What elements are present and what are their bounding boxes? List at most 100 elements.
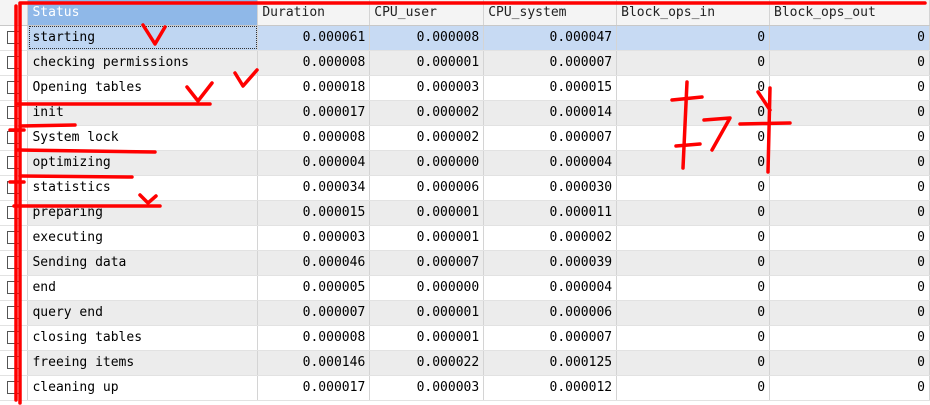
row-checkbox[interactable] xyxy=(7,106,21,119)
status-cell[interactable]: closing tables xyxy=(27,325,259,351)
block-ops-out-cell[interactable]: 0 xyxy=(769,50,930,76)
duration-cell[interactable]: 0.000015 xyxy=(257,200,371,226)
block-ops-in-cell[interactable]: 0 xyxy=(616,100,771,126)
status-cell[interactable]: cleaning up xyxy=(27,375,259,401)
status-cell[interactable]: executing xyxy=(27,225,259,251)
row-checkbox-cell[interactable] xyxy=(0,200,29,226)
cpu-user-cell[interactable]: 0.000022 xyxy=(369,350,485,376)
block-ops-in-cell[interactable]: 0 xyxy=(616,50,771,76)
status-cell[interactable]: init xyxy=(27,100,259,126)
duration-cell[interactable]: 0.000034 xyxy=(257,175,371,201)
cpu-user-cell[interactable]: 0.000001 xyxy=(369,200,485,226)
table-row[interactable]: freeing items 0.000146 0.000022 0.000125 0 0 xyxy=(0,350,930,376)
cpu-user-cell[interactable]: 0.000006 xyxy=(369,175,485,201)
duration-cell[interactable]: 0.000146 xyxy=(257,350,371,376)
status-cell[interactable]: end xyxy=(27,275,259,301)
cpu-system-cell[interactable]: 0.000011 xyxy=(483,200,618,226)
status-cell[interactable]: checking permissions xyxy=(27,50,259,76)
status-cell[interactable]: statistics xyxy=(27,175,259,201)
block-ops-out-cell[interactable]: 0 xyxy=(769,375,930,401)
status-cell[interactable]: starting xyxy=(27,25,259,51)
column-header-status[interactable]: Status xyxy=(27,0,259,26)
row-checkbox[interactable] xyxy=(7,281,21,294)
row-checkbox-cell[interactable] xyxy=(0,25,29,51)
row-checkbox[interactable] xyxy=(7,306,21,319)
block-ops-in-cell[interactable]: 0 xyxy=(616,250,771,276)
row-checkbox-cell[interactable] xyxy=(0,300,29,326)
cpu-system-cell[interactable]: 0.000030 xyxy=(483,175,618,201)
column-header-block-ops-in[interactable]: Block_ops_in xyxy=(616,0,771,26)
duration-cell[interactable]: 0.000008 xyxy=(257,50,371,76)
cpu-system-cell[interactable]: 0.000012 xyxy=(483,375,618,401)
block-ops-out-cell[interactable]: 0 xyxy=(769,225,930,251)
table-row[interactable]: Sending data 0.000046 0.000007 0.000039 0 0 xyxy=(0,250,930,276)
row-checkbox[interactable] xyxy=(7,356,21,369)
block-ops-in-cell[interactable]: 0 xyxy=(616,200,771,226)
block-ops-in-cell[interactable]: 0 xyxy=(616,325,771,351)
row-checkbox-cell[interactable] xyxy=(0,375,29,401)
row-checkbox-cell[interactable] xyxy=(0,150,29,176)
block-ops-out-cell[interactable]: 0 xyxy=(769,250,930,276)
row-checkbox[interactable] xyxy=(7,81,21,94)
block-ops-out-cell[interactable]: 0 xyxy=(769,200,930,226)
block-ops-in-cell[interactable]: 0 xyxy=(616,25,771,51)
status-cell[interactable]: System lock xyxy=(27,125,259,151)
cpu-system-cell[interactable]: 0.000004 xyxy=(483,275,618,301)
status-cell[interactable]: Sending data xyxy=(27,250,259,276)
cpu-user-cell[interactable]: 0.000001 xyxy=(369,325,485,351)
block-ops-out-cell[interactable]: 0 xyxy=(769,75,930,101)
cpu-system-cell[interactable]: 0.000125 xyxy=(483,350,618,376)
row-checkbox-cell[interactable] xyxy=(0,350,29,376)
table-row[interactable]: System lock 0.000008 0.000002 0.000007 0 0 xyxy=(0,125,930,151)
row-checkbox[interactable] xyxy=(7,156,21,169)
cpu-user-cell[interactable]: 0.000001 xyxy=(369,50,485,76)
cpu-system-cell[interactable]: 0.000004 xyxy=(483,150,618,176)
cpu-system-cell[interactable]: 0.000007 xyxy=(483,125,618,151)
row-checkbox[interactable] xyxy=(7,331,21,344)
row-checkbox-cell[interactable] xyxy=(0,175,29,201)
cpu-user-cell[interactable]: 0.000001 xyxy=(369,300,485,326)
block-ops-in-cell[interactable]: 0 xyxy=(616,150,771,176)
table-row[interactable]: preparing 0.000015 0.000001 0.000011 0 0 xyxy=(0,200,930,226)
row-checkbox[interactable] xyxy=(7,231,21,244)
block-ops-in-cell[interactable]: 0 xyxy=(616,375,771,401)
row-checkbox-cell[interactable] xyxy=(0,325,29,351)
block-ops-out-cell[interactable]: 0 xyxy=(769,150,930,176)
row-checkbox[interactable] xyxy=(7,181,21,194)
table-row[interactable]: starting 0.000061 0.000008 0.000047 0 0 xyxy=(0,25,930,51)
row-checkbox-cell[interactable] xyxy=(0,75,29,101)
table-row[interactable]: init 0.000017 0.000002 0.000014 0 0 xyxy=(0,100,930,126)
status-cell[interactable]: preparing xyxy=(27,200,259,226)
cpu-user-cell[interactable]: 0.000007 xyxy=(369,250,485,276)
block-ops-out-cell[interactable]: 0 xyxy=(769,100,930,126)
table-row[interactable]: optimizing 0.000004 0.000000 0.000004 0 0 xyxy=(0,150,930,176)
cpu-user-cell[interactable]: 0.000000 xyxy=(369,275,485,301)
duration-cell[interactable]: 0.000005 xyxy=(257,275,371,301)
block-ops-in-cell[interactable]: 0 xyxy=(616,275,771,301)
duration-cell[interactable]: 0.000018 xyxy=(257,75,371,101)
row-checkbox[interactable] xyxy=(7,31,21,44)
table-row[interactable]: Opening tables 0.000018 0.000003 0.000015 0 0 xyxy=(0,75,930,101)
block-ops-out-cell[interactable]: 0 xyxy=(769,350,930,376)
table-row[interactable]: executing 0.000003 0.000001 0.000002 0 0 xyxy=(0,225,930,251)
cpu-user-cell[interactable]: 0.000003 xyxy=(369,75,485,101)
block-ops-out-cell[interactable]: 0 xyxy=(769,300,930,326)
cpu-user-cell[interactable]: 0.000000 xyxy=(369,150,485,176)
block-ops-out-cell[interactable]: 0 xyxy=(769,175,930,201)
duration-cell[interactable]: 0.000061 xyxy=(257,25,371,51)
row-checkbox-cell[interactable] xyxy=(0,50,29,76)
status-cell[interactable]: optimizing xyxy=(27,150,259,176)
table-row[interactable]: closing tables 0.000008 0.000001 0.000007 0 0 xyxy=(0,325,930,351)
cpu-system-cell[interactable]: 0.000002 xyxy=(483,225,618,251)
duration-cell[interactable]: 0.000004 xyxy=(257,150,371,176)
row-checkbox[interactable] xyxy=(7,56,21,69)
table-row[interactable]: end 0.000005 0.000000 0.000004 0 0 xyxy=(0,275,930,301)
cpu-user-cell[interactable]: 0.000001 xyxy=(369,225,485,251)
table-row[interactable]: query end 0.000007 0.000001 0.000006 0 0 xyxy=(0,300,930,326)
column-header-cpu-user[interactable]: CPU_user xyxy=(369,0,485,26)
cpu-system-cell[interactable]: 0.000006 xyxy=(483,300,618,326)
block-ops-in-cell[interactable]: 0 xyxy=(616,125,771,151)
row-checkbox-cell[interactable] xyxy=(0,125,29,151)
duration-cell[interactable]: 0.000008 xyxy=(257,325,371,351)
row-checkbox-cell[interactable] xyxy=(0,100,29,126)
